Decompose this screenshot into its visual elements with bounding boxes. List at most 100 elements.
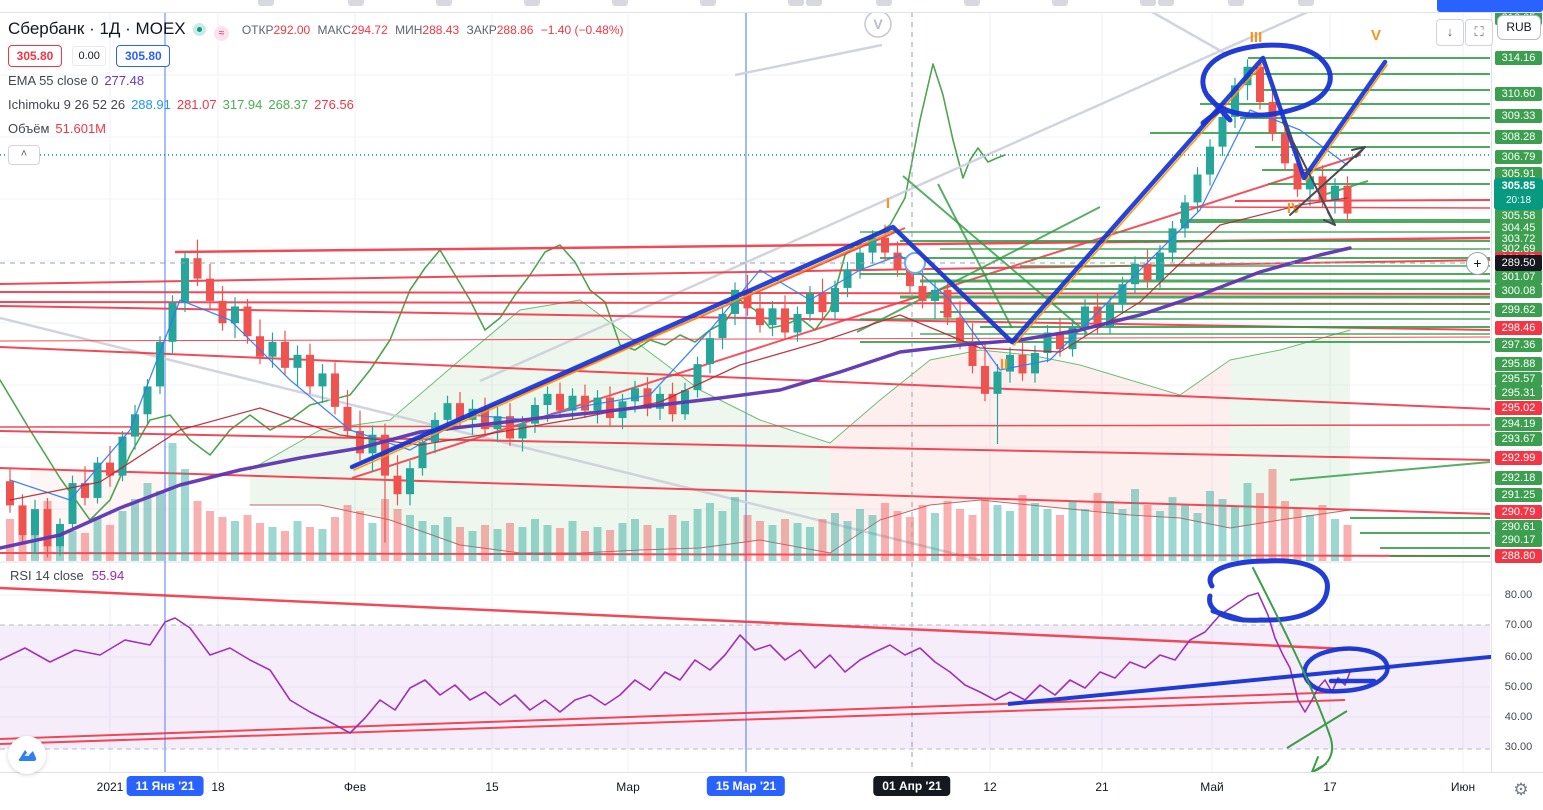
price-level-label: 295.31	[1495, 386, 1542, 400]
price-level-label: 294.19	[1495, 417, 1542, 431]
time-axis-label: 15	[485, 780, 499, 794]
price-level-label: 292.99	[1495, 451, 1542, 465]
rsi-axis-label: 50.00	[1504, 681, 1533, 693]
wave-label-III: III	[1250, 29, 1263, 46]
hand-drawn-circle-main	[1200, 42, 1333, 126]
volume-bars	[6, 443, 1352, 561]
price-level-label: 290.17	[1495, 533, 1542, 547]
indicator-row-ichimoku[interactable]: Ichimoku 9 26 52 26 288.91 281.07 317.94 268…	[8, 97, 354, 112]
gear-icon[interactable]: ⚙	[1513, 780, 1529, 799]
kijun-line	[9, 197, 1348, 501]
toolbar-icon-partial[interactable]	[524, 0, 540, 6]
ema-line	[0, 246, 1352, 550]
indicator-row-rsi[interactable]: RSI 14 close 55.94	[10, 568, 125, 583]
price-level-label: 288.80	[1495, 549, 1542, 563]
symbol-name[interactable]: Сбербанк	[8, 19, 85, 38]
currency-toggle-button[interactable]: RUB	[1497, 15, 1541, 40]
toolbar-icon-partial[interactable]	[700, 0, 716, 6]
add-alert-plus-icon[interactable]: +	[1466, 252, 1489, 275]
green-arrow-annotation	[1252, 567, 1334, 773]
toolbar-icon-partial[interactable]	[806, 0, 822, 6]
toolbar-icon-partial[interactable]	[1228, 0, 1244, 6]
price-level-label: 295.57	[1495, 372, 1542, 386]
spread-value: 0.00	[72, 46, 106, 66]
hand-drawn-main	[1200, 42, 1333, 126]
wave-label-I: I	[886, 195, 890, 212]
trade-buttons-row: 305.80 0.00 305.80	[8, 45, 628, 69]
buy-button[interactable]: 305.80	[116, 45, 171, 67]
date-marker-badge: 15 Мар '21	[706, 776, 786, 796]
toolbar-icon-partial[interactable]	[612, 0, 628, 6]
sell-button[interactable]: 305.80	[8, 45, 62, 67]
volume-value: 51.601M	[55, 121, 107, 136]
ohlc-readout: ОТКР292.00 МАКС294.72 МИН288.43 ЗАКР288.…	[241, 23, 624, 37]
platform-logo-icon[interactable]	[8, 736, 46, 774]
price-level-label: 292.18	[1495, 471, 1542, 485]
toolbar-icon-partial[interactable]	[436, 0, 452, 6]
time-axis-label: Июн	[1450, 780, 1476, 794]
toolbar-icon-partial[interactable]	[348, 0, 364, 6]
price-level-label: 293.67	[1495, 432, 1542, 446]
time-axis-label: 21	[1095, 780, 1109, 794]
time-axis-label: Фев	[343, 780, 367, 794]
rsi-axis-label: 30.00	[1504, 741, 1533, 753]
hand-drawn-circle-rsi-1	[1207, 558, 1330, 623]
publish-button-partial[interactable]	[1437, 0, 1543, 12]
price-level-label: 305.91	[1495, 167, 1542, 181]
change-readout: −1.40 (−0.48%)	[540, 23, 624, 37]
price-axis[interactable]: RUB 305.85 20:18 316.05314.16310.60309.3…	[1491, 11, 1543, 772]
time-axis-label: 17	[1323, 780, 1337, 794]
wave-label-V: V	[1371, 27, 1381, 44]
price-level-label: 314.16	[1495, 51, 1542, 65]
toolbar-icon-partial[interactable]	[258, 0, 274, 6]
collapse-legend-button[interactable]: ˄	[8, 145, 40, 165]
toolbar-icon-partial[interactable]	[1158, 0, 1174, 6]
hand-drawn-circle-rsi-2	[1302, 646, 1390, 694]
price-level-label: 295.88	[1495, 357, 1542, 371]
chikou-span-line	[0, 63, 1006, 521]
rsi-axis-label: 70.00	[1504, 619, 1533, 631]
time-axis-label: 2021	[96, 780, 124, 794]
approx-data-badge-icon[interactable]: ≈	[214, 26, 230, 41]
toolbar-icon-partial[interactable]	[964, 0, 980, 6]
indicator-row-volume[interactable]: Объём 51.601M	[8, 121, 107, 136]
scroll-to-latest-icon[interactable]: ↓	[1436, 19, 1464, 46]
price-level-label: 297.36	[1495, 338, 1542, 352]
toolbar-icon-partial[interactable]	[876, 0, 892, 6]
indicator-row-ema[interactable]: EMA 55 close 0 277.48	[8, 73, 145, 88]
price-level-label: 301.07	[1495, 270, 1542, 284]
price-level-label: 304.45	[1495, 221, 1542, 235]
time-axis-label: 18	[211, 780, 225, 794]
price-level-label: 299.62	[1495, 303, 1542, 317]
dark-arrows	[1282, 121, 1366, 226]
maximize-pane-icon[interactable]: ⛶	[1465, 19, 1493, 46]
orange-wave-zigzag	[353, 60, 1388, 471]
price-level-label: 290.79	[1495, 505, 1542, 519]
price-level-label: 305.58	[1495, 209, 1542, 223]
toolbar-icon-partial[interactable]	[1298, 0, 1314, 6]
rsi-axis-label: 80.00	[1504, 589, 1533, 601]
time-axis[interactable]: ⚙ 2021 11 Янв '21 18 Фев 15 Мар 15 Мар '21 01 А…	[0, 772, 1543, 810]
ichimoku-values: 288.91 281.07 317.94 268.37 276.56	[131, 97, 354, 112]
crosshair-price-label: 289.50	[1495, 255, 1542, 271]
tenkan-line	[9, 109, 1348, 501]
toolbar-icon-partial[interactable]	[1140, 0, 1156, 6]
rsi-axis-label: 40.00	[1504, 711, 1533, 723]
price-level-label: 310.60	[1495, 87, 1542, 101]
blue-wave-zigzag	[349, 55, 1388, 470]
market-status-dot-icon[interactable]	[193, 23, 207, 36]
rsi-pane	[0, 558, 1501, 773]
gray-wave-v-label: V	[873, 16, 883, 32]
price-level-label: 295.02	[1495, 401, 1542, 415]
symbol-meta: · 1Д · MOEX	[89, 19, 186, 38]
price-level-label: 308.28	[1495, 130, 1542, 144]
toolbar-icon-partial[interactable]	[1052, 0, 1068, 6]
wave-label-IV: IV	[1287, 200, 1301, 217]
wave-label-II: II	[1000, 356, 1008, 373]
session-highlight-lines	[164, 12, 747, 772]
toolbar-icon-partial[interactable]	[788, 0, 804, 6]
current-price-label: 305.85 20:18	[1494, 178, 1543, 210]
